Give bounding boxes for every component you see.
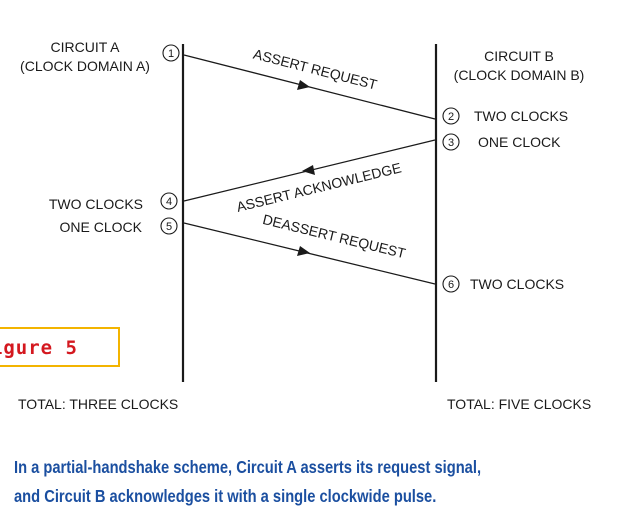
marker-2: 2: [442, 107, 460, 125]
total-circuit-b: TOTAL: FIVE CLOCKS: [447, 396, 591, 412]
event-2-label: TWO CLOCKS: [474, 108, 568, 124]
marker-5: 5: [160, 217, 178, 235]
assert-acknowledge-arrowhead: [302, 165, 315, 175]
event-5-label: ONE CLOCK: [60, 219, 143, 235]
circuit-a-title: CIRCUIT A: [51, 39, 121, 55]
caption-line-1: In a partial-handshake scheme, Circuit A…: [14, 457, 482, 477]
marker-1: 1: [162, 44, 180, 62]
marker-4-number: 4: [166, 196, 172, 208]
event-6-label: TWO CLOCKS: [470, 276, 564, 292]
caption-line-2: and Circuit B acknowledges it with a sin…: [14, 486, 437, 506]
deassert-request-label: DEASSERT REQUEST: [261, 211, 408, 261]
total-circuit-a: TOTAL: THREE CLOCKS: [18, 396, 178, 412]
event-3-label: ONE CLOCK: [478, 134, 561, 150]
marker-3-number: 3: [448, 137, 454, 149]
assert-request-arrowhead: [297, 80, 310, 90]
marker-3: 3: [442, 133, 460, 151]
event-4-label: TWO CLOCKS: [49, 196, 143, 212]
marker-6: 6: [442, 275, 460, 293]
deassert-request-line: [183, 222, 436, 285]
deassert-request-arrowhead: [297, 246, 310, 256]
circuit-a-subtitle: (CLOCK DOMAIN A): [20, 58, 150, 74]
marker-5-number: 5: [166, 221, 172, 233]
circuit-b-title: CIRCUIT B: [484, 48, 554, 64]
marker-1-number: 1: [168, 48, 174, 60]
figure-label-box: Figure 5: [0, 327, 120, 367]
assert-request-label: ASSERT REQUEST: [252, 46, 380, 93]
marker-6-number: 6: [448, 279, 454, 291]
circuit-b-subtitle: (CLOCK DOMAIN B): [454, 67, 585, 83]
figure-label: Figure 5: [0, 337, 78, 359]
marker-4: 4: [160, 192, 178, 210]
marker-2-number: 2: [448, 111, 454, 123]
figure-caption: In a partial-handshake scheme, Circuit A…: [14, 453, 518, 511]
